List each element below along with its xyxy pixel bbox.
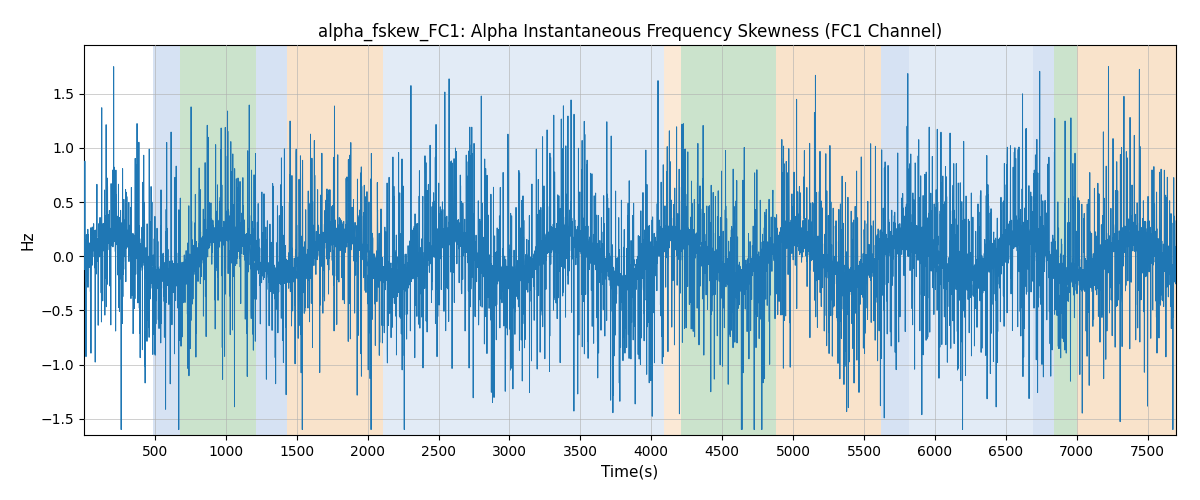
Bar xyxy=(776,45,881,435)
Bar xyxy=(1054,45,1076,435)
Bar xyxy=(664,45,682,435)
Y-axis label: Hz: Hz xyxy=(20,230,35,250)
Bar xyxy=(154,45,180,435)
Bar xyxy=(910,45,1033,435)
Bar xyxy=(1033,45,1054,435)
Bar xyxy=(682,45,776,435)
Bar xyxy=(1076,45,1176,435)
Bar xyxy=(256,45,287,435)
Bar xyxy=(383,45,664,435)
Bar xyxy=(180,45,256,435)
X-axis label: Time(s): Time(s) xyxy=(601,464,659,479)
Title: alpha_fskew_FC1: Alpha Instantaneous Frequency Skewness (FC1 Channel): alpha_fskew_FC1: Alpha Instantaneous Fre… xyxy=(318,22,942,41)
Bar xyxy=(881,45,910,435)
Bar xyxy=(287,45,383,435)
